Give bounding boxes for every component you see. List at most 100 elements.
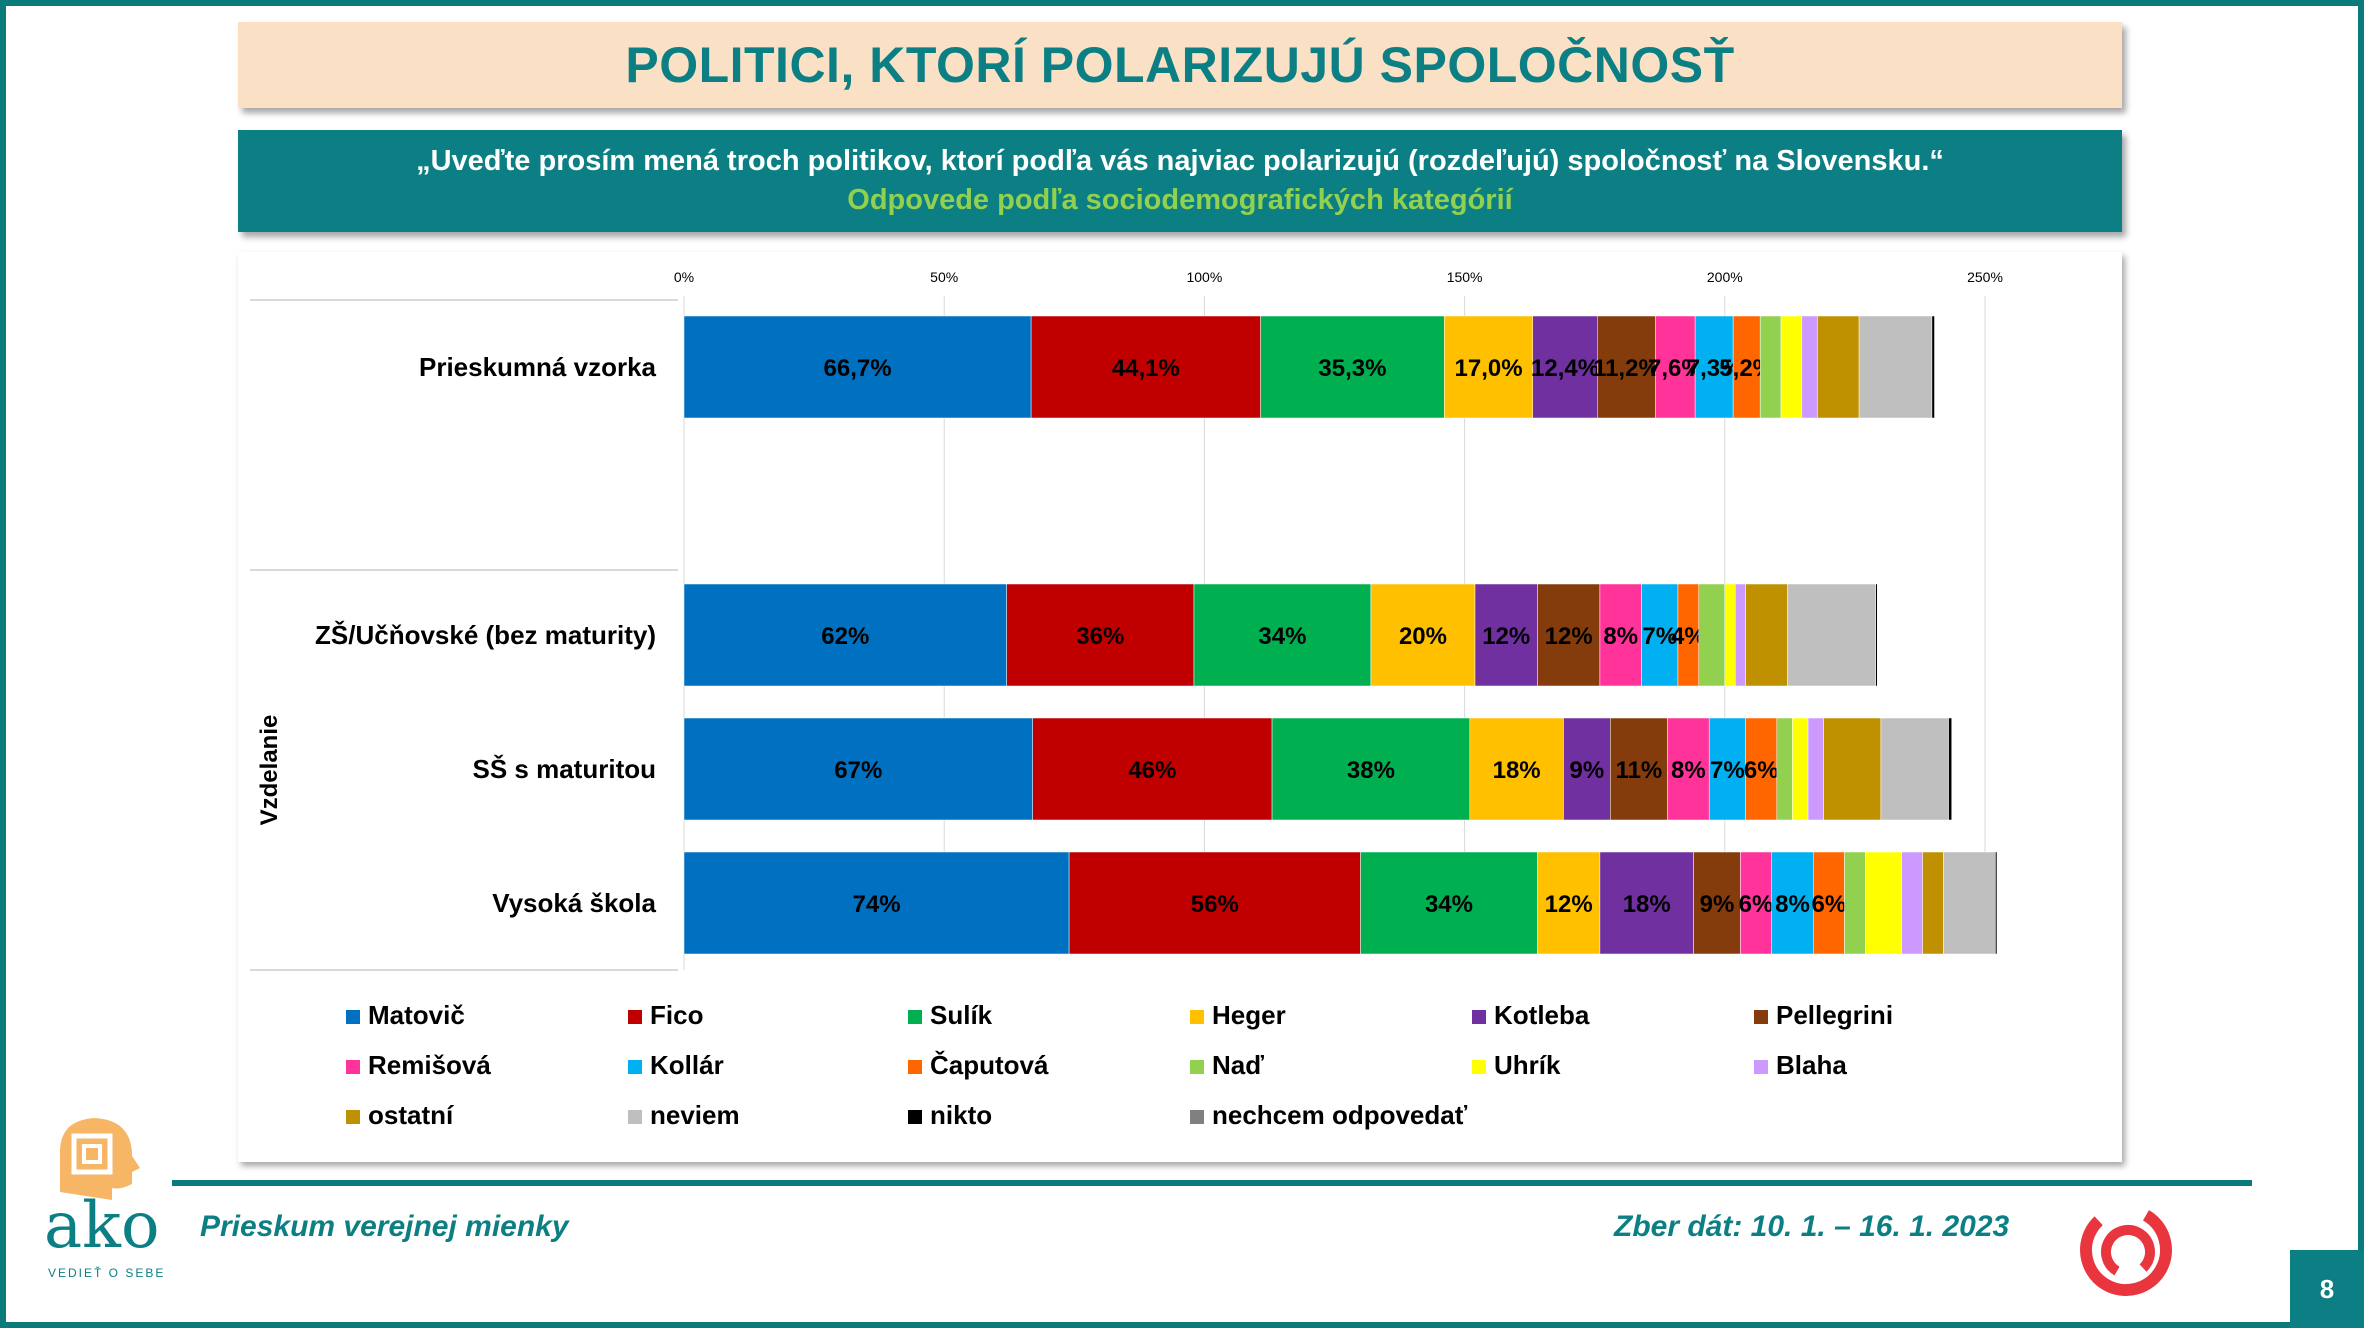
data-label: 12% bbox=[1545, 623, 1593, 650]
x-tick-label: 250% bbox=[1967, 269, 2003, 285]
data-label: 7% bbox=[1642, 623, 1677, 650]
bar-segment bbox=[1759, 315, 1782, 419]
footer-survey-label: Prieskum verejnej mienky bbox=[200, 1210, 569, 1243]
bar-segment bbox=[1563, 717, 1611, 821]
data-label: 12,4% bbox=[1531, 355, 1599, 382]
bar-segment bbox=[1823, 717, 1882, 821]
data-label: 12% bbox=[1545, 891, 1593, 918]
bar-segment bbox=[683, 717, 1033, 821]
legend-swatch bbox=[1472, 1010, 1486, 1024]
category-label: SŠ s maturitou bbox=[473, 754, 656, 784]
bar-segment bbox=[1068, 851, 1361, 955]
ako-head-logo-icon bbox=[60, 1118, 140, 1200]
legend-swatch bbox=[628, 1060, 642, 1074]
category-label: Prieskumná vzorka bbox=[419, 352, 657, 382]
bar-segment bbox=[1724, 583, 1736, 687]
bar-segment bbox=[1599, 583, 1642, 687]
data-label: 62% bbox=[821, 623, 869, 650]
bar-segment bbox=[1469, 717, 1564, 821]
legend-swatch bbox=[908, 1110, 922, 1124]
chart-subtitle: Odpovede podľa sociodemografických kateg… bbox=[847, 184, 1513, 216]
legend-swatch bbox=[1754, 1010, 1768, 1024]
bar-segment bbox=[683, 315, 1032, 419]
legend-label: neviem bbox=[650, 1100, 740, 1130]
legend-label: Pellegrini bbox=[1776, 1000, 1893, 1030]
legend-label: Heger bbox=[1212, 1000, 1286, 1030]
bar-segment bbox=[1745, 717, 1778, 821]
x-tick-label: 150% bbox=[1447, 269, 1483, 285]
data-label: 8% bbox=[1775, 891, 1810, 918]
x-tick-label: 200% bbox=[1707, 269, 1743, 285]
group-label: Vzdelanie bbox=[256, 715, 283, 826]
bar-segment bbox=[1813, 851, 1845, 955]
data-label: 35,3% bbox=[1318, 355, 1386, 382]
x-tick-label: 50% bbox=[930, 269, 958, 285]
data-label: 9% bbox=[1700, 891, 1735, 918]
data-label: 6% bbox=[1812, 891, 1847, 918]
data-label: 7,3% bbox=[1687, 355, 1742, 382]
legend-swatch bbox=[628, 1010, 642, 1024]
legend-label: Kotleba bbox=[1494, 1000, 1590, 1030]
bar-segment bbox=[1641, 583, 1679, 687]
data-label: 18% bbox=[1493, 757, 1541, 784]
data-label: 44,1% bbox=[1112, 355, 1180, 382]
bar-segment bbox=[1032, 717, 1273, 821]
bar-segment bbox=[1732, 315, 1761, 419]
legend-label: Čaputová bbox=[930, 1050, 1049, 1080]
survey-question: „Uveďte prosím mená troch politikov, kto… bbox=[416, 145, 1944, 177]
data-label: 34% bbox=[1425, 891, 1473, 918]
bar-segment bbox=[1693, 851, 1741, 955]
category-label: ZŠ/Učňovské (bez maturity) bbox=[315, 620, 656, 650]
data-label: 8% bbox=[1603, 623, 1638, 650]
data-label: 67% bbox=[834, 757, 882, 784]
legend-swatch bbox=[1472, 1060, 1486, 1074]
data-label: 66,7% bbox=[824, 355, 892, 382]
legend-label: Naď bbox=[1212, 1050, 1264, 1080]
bar-segment bbox=[1771, 851, 1814, 955]
legend-label: Blaha bbox=[1776, 1050, 1847, 1080]
bar-segment bbox=[1370, 583, 1476, 687]
bar-segment bbox=[1740, 851, 1772, 955]
data-label: 6% bbox=[1744, 757, 1779, 784]
bar-segment bbox=[1698, 583, 1726, 687]
bar-segment bbox=[1610, 717, 1668, 821]
bar-segment bbox=[1708, 717, 1746, 821]
data-label: 18% bbox=[1623, 891, 1671, 918]
bar-segment bbox=[1745, 583, 1788, 687]
data-label: 11% bbox=[1616, 757, 1663, 784]
category-label: Vysoká škola bbox=[492, 888, 656, 918]
data-label: 20% bbox=[1399, 623, 1447, 650]
bar-segment bbox=[1655, 315, 1696, 419]
bar-segment bbox=[1599, 851, 1694, 955]
bar-segment bbox=[1734, 583, 1746, 687]
bar-segment bbox=[1901, 851, 1923, 955]
bar-segment bbox=[683, 583, 1007, 687]
bar-segment bbox=[1807, 717, 1824, 821]
bar-segment bbox=[1948, 717, 1952, 821]
legend-swatch bbox=[346, 1110, 360, 1124]
legend-label: Matovič bbox=[368, 1000, 465, 1030]
title-banner: POLITICI, KTORÍ POLARIZUJÚ SPOLOČNOSŤ bbox=[238, 22, 2122, 108]
bar-segment bbox=[1444, 315, 1534, 419]
legend-swatch bbox=[346, 1060, 360, 1074]
bar-segment bbox=[1537, 583, 1601, 687]
bar-segment bbox=[1995, 851, 1998, 955]
legend-label: ostatní bbox=[368, 1100, 454, 1130]
legend-label: nikto bbox=[930, 1100, 992, 1130]
data-label: 38% bbox=[1347, 757, 1395, 784]
data-label: 6% bbox=[1739, 891, 1774, 918]
legend-label: Uhrík bbox=[1494, 1050, 1561, 1080]
data-label: 12% bbox=[1482, 623, 1530, 650]
legend-swatch bbox=[1754, 1060, 1768, 1074]
bar-segment bbox=[1844, 851, 1866, 955]
footer-date-range: Zber dát: 10. 1. – 16. 1. 2023 bbox=[1614, 1210, 2010, 1243]
legend-label: nechcem odpovedať bbox=[1212, 1100, 1468, 1130]
legend-label: Fico bbox=[650, 1000, 703, 1030]
legend-swatch bbox=[628, 1110, 642, 1124]
data-label: 17,0% bbox=[1455, 355, 1523, 382]
bar-segment bbox=[1792, 717, 1809, 821]
bar-segment bbox=[1532, 315, 1598, 419]
x-tick-label: 0% bbox=[674, 269, 694, 285]
chart-panel: 0% 50% 100% 150% 200% 250% Prieskumná vzorka ZŠ… bbox=[238, 252, 2122, 1162]
